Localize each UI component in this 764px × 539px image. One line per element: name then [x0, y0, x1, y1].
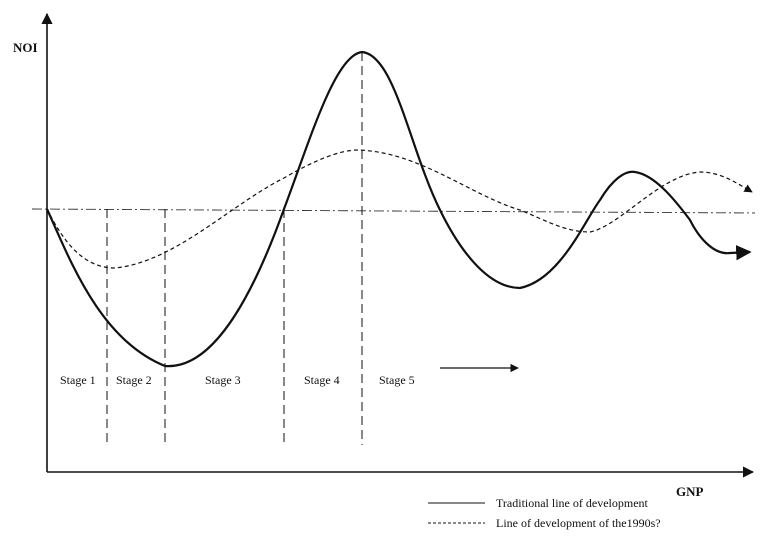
stage-label-4: Stage 4 [304, 373, 340, 387]
traditional-development-curve [45, 50, 752, 368]
stage-label-1: Stage 1 [60, 373, 96, 387]
legend: Traditional line of development Line of … [428, 496, 661, 530]
nineties-development-curve [46, 149, 753, 269]
legend-label-nineties: Line of development of the1990s? [496, 516, 661, 530]
stage-label-2: Stage 2 [116, 373, 152, 387]
x-axis-label: GNP [676, 484, 704, 499]
legend-label-traditional: Traditional line of development [496, 496, 649, 510]
y-axis-label: NOI [13, 40, 38, 55]
stage-label-3: Stage 3 [205, 373, 241, 387]
zero-baseline [31, 208, 756, 214]
stage-label-5: Stage 5 [379, 373, 415, 387]
